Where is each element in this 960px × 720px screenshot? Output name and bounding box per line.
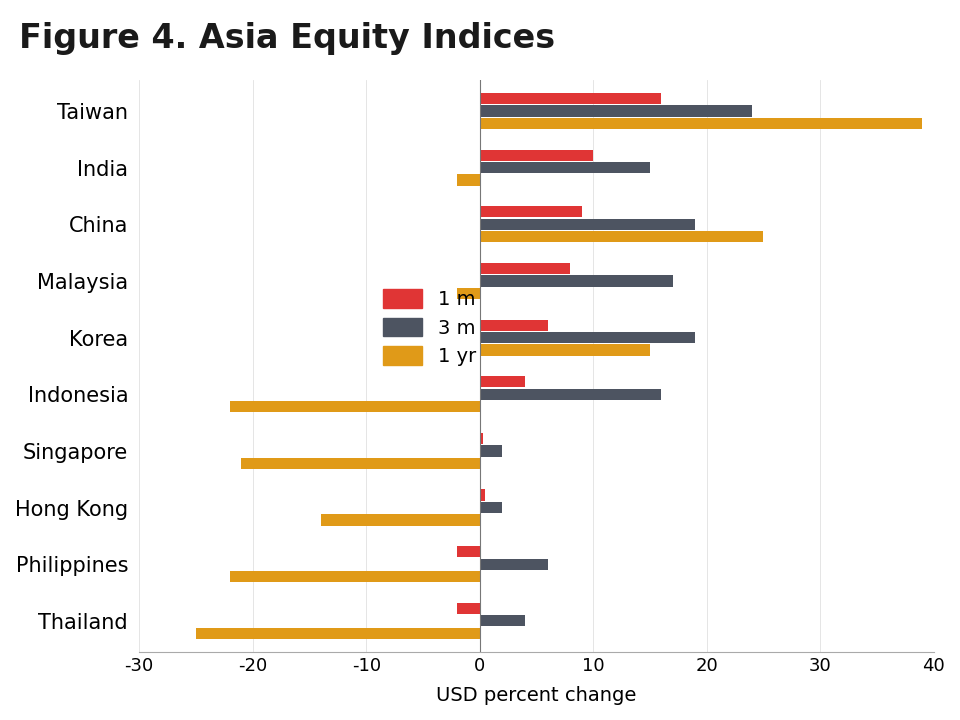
Bar (480, 445, 502, 456)
Bar (457, 174, 480, 186)
Bar (480, 502, 502, 513)
Bar (480, 105, 752, 117)
Bar (480, 118, 923, 129)
Bar (480, 332, 695, 343)
Bar (480, 93, 661, 104)
Bar (480, 219, 695, 230)
Bar (480, 275, 673, 287)
Bar (480, 263, 570, 274)
Bar (480, 616, 525, 626)
Bar (241, 458, 480, 469)
Bar (230, 401, 480, 413)
Bar (480, 376, 525, 387)
Bar (457, 546, 480, 557)
Bar (196, 628, 480, 639)
Text: Figure 4. Asia Equity Indices: Figure 4. Asia Equity Indices (19, 22, 555, 55)
Bar (480, 490, 486, 500)
Bar (480, 433, 483, 444)
Bar (321, 514, 480, 526)
Bar (457, 288, 480, 299)
Bar (480, 231, 763, 243)
Bar (480, 344, 650, 356)
X-axis label: USD percent change: USD percent change (436, 686, 636, 705)
Bar (480, 162, 650, 174)
Bar (480, 320, 548, 330)
Legend: 1 m, 3 m, 1 yr: 1 m, 3 m, 1 yr (375, 282, 484, 374)
Bar (480, 559, 548, 570)
Bar (230, 571, 480, 582)
Bar (480, 150, 593, 161)
Bar (457, 603, 480, 614)
Bar (480, 206, 582, 217)
Bar (480, 389, 661, 400)
